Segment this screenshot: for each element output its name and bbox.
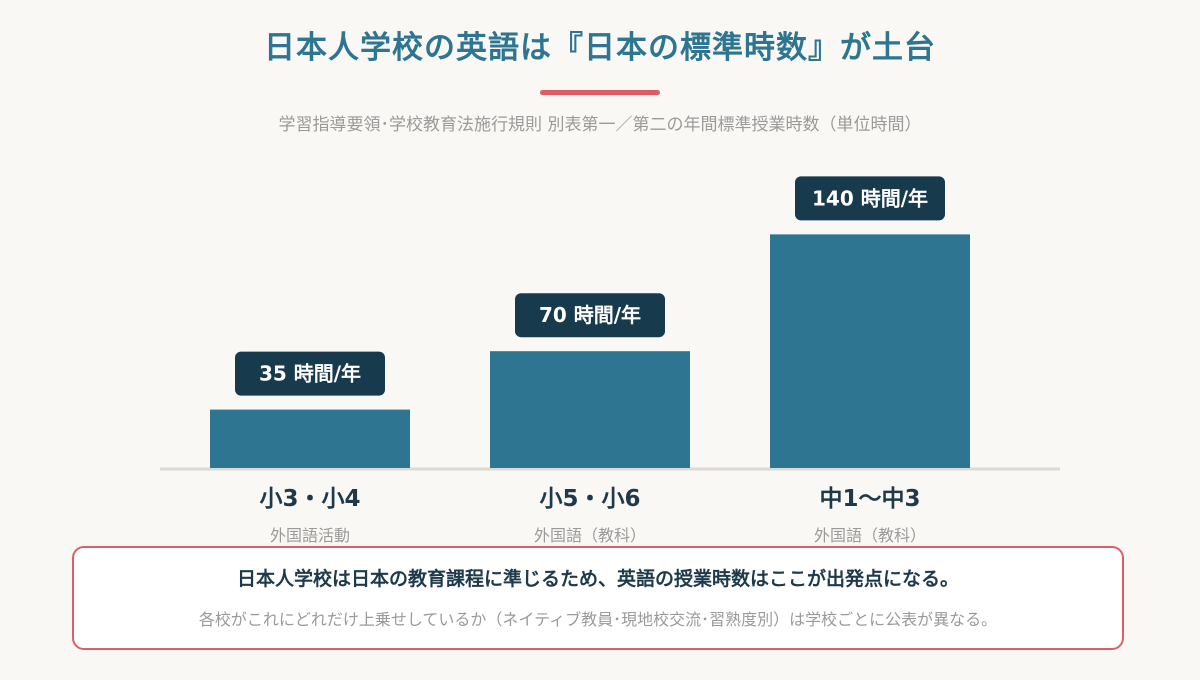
bar bbox=[210, 409, 410, 468]
category-sublabel: 外国語活動 bbox=[270, 526, 350, 545]
callout-sub-text: 各校がこれにどれだけ上乗せしているか（ネイティブ教員･現地校交流･習熟度別）は学… bbox=[198, 610, 998, 629]
callout-main-text: 日本人学校は日本の教育課程に準じるため、英語の授業時数はここが出発点になる。 bbox=[236, 568, 959, 590]
data-label: 70 時間/年 bbox=[539, 303, 641, 327]
bar-chart: 35 時間/年小3・小4 外国語活動 70 時間/年小5・小6 外国語（教科） 140 … bbox=[160, 176, 1060, 545]
summary-callout: 日本人学校は日本の教育課程に準じるため、英語の授業時数はここが出発点になる。 各… bbox=[72, 546, 1124, 650]
data-label: 35 時間/年 bbox=[259, 362, 361, 386]
data-label-bg bbox=[795, 176, 945, 221]
category-label: 小3・小4 bbox=[259, 486, 360, 512]
bar bbox=[490, 351, 690, 468]
title-underline bbox=[540, 90, 660, 95]
category-sublabel: 外国語（教科） bbox=[534, 526, 646, 545]
chart-title: 日本人学校の英語は『日本の標準時数』が土台 bbox=[264, 30, 936, 66]
data-label: 140 時間/年 bbox=[812, 186, 928, 210]
category-label: 中1〜中3 bbox=[819, 486, 920, 512]
data-label-bg bbox=[235, 351, 385, 396]
bar bbox=[770, 234, 970, 468]
chart-subtitle: 学習指導要領･学校教育法施行規則 別表第一／第二の年間標準授業時数（単位時間） bbox=[278, 115, 922, 135]
data-label-bg bbox=[515, 293, 665, 338]
category-label: 小5・小6 bbox=[539, 486, 640, 512]
category-sublabel: 外国語（教科） bbox=[814, 526, 926, 545]
